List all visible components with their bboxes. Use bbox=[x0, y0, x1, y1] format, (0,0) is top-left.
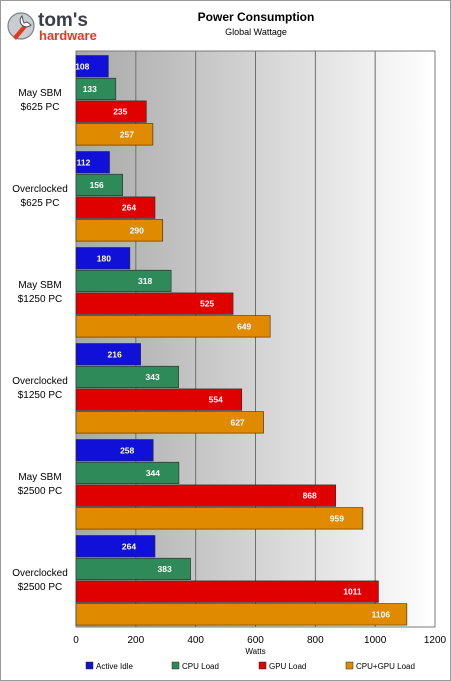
legend-label: GPU Load bbox=[269, 662, 306, 671]
bar-value-label: 180 bbox=[97, 253, 111, 263]
x-tick-label: 800 bbox=[307, 635, 324, 646]
logo-line2: hardware bbox=[39, 28, 97, 43]
x-tick-label: 1000 bbox=[364, 635, 387, 646]
bar-value-label: 258 bbox=[120, 445, 134, 455]
category-label: $2500 PC bbox=[18, 582, 62, 593]
bar bbox=[75, 461, 180, 485]
wrench-icon bbox=[7, 12, 35, 40]
bar-value-label: 959 bbox=[330, 513, 344, 523]
category-label: $625 PC bbox=[21, 198, 60, 209]
bar bbox=[75, 196, 156, 219]
bar bbox=[75, 484, 336, 507]
legend-swatch bbox=[258, 661, 267, 670]
bar bbox=[75, 411, 264, 434]
bar bbox=[75, 123, 154, 146]
category-label: Overclocked bbox=[12, 376, 68, 387]
x-tick-label: 600 bbox=[247, 635, 264, 646]
bar bbox=[75, 100, 147, 123]
bar-value-label: 627 bbox=[230, 417, 244, 427]
bar bbox=[75, 151, 110, 174]
category-label: $625 PC bbox=[21, 102, 60, 113]
category-label: May SBM bbox=[18, 472, 61, 483]
bar-value-label: 1106 bbox=[372, 609, 391, 619]
bar-value-label: 264 bbox=[122, 541, 136, 551]
bar-value-label: 108 bbox=[75, 61, 89, 71]
chart-title: Power Consumption bbox=[197, 10, 315, 24]
bar bbox=[75, 557, 191, 581]
x-tick-label: 1200 bbox=[424, 635, 447, 646]
category-label: Overclocked bbox=[12, 184, 68, 195]
category-label: $1250 PC bbox=[18, 390, 62, 401]
toms-hardware-logo: tom's hardware bbox=[7, 10, 97, 43]
bar bbox=[75, 219, 164, 242]
legend-label: Active Idle bbox=[96, 662, 133, 671]
x-axis-label: Watts bbox=[245, 647, 265, 656]
legend-swatch bbox=[85, 661, 94, 670]
bar bbox=[75, 77, 117, 100]
bar-value-label: 318 bbox=[138, 276, 152, 286]
bar-value-label: 156 bbox=[90, 180, 104, 190]
x-tick-label: 0 bbox=[73, 635, 79, 646]
legend-label: CPU Load bbox=[182, 662, 219, 671]
legend-swatch bbox=[171, 661, 180, 670]
legend-swatch bbox=[345, 661, 354, 670]
category-label: May SBM bbox=[18, 88, 61, 99]
category-label: May SBM bbox=[18, 280, 61, 291]
bar-value-label: 344 bbox=[146, 468, 160, 478]
bar bbox=[75, 365, 179, 389]
chart-subtitle: Global Wattage bbox=[225, 27, 287, 37]
bar-value-label: 868 bbox=[303, 491, 317, 501]
bar bbox=[75, 315, 271, 338]
category-label: Overclocked bbox=[12, 568, 68, 579]
bar bbox=[75, 247, 131, 270]
bar bbox=[75, 173, 123, 196]
logo-line1: tom's bbox=[38, 10, 88, 31]
bar-value-label: 112 bbox=[77, 157, 91, 167]
bar-value-label: 343 bbox=[146, 372, 160, 382]
bar-value-label: 554 bbox=[209, 395, 223, 405]
bar-value-label: 216 bbox=[108, 349, 122, 359]
bar-value-label: 235 bbox=[113, 107, 127, 117]
bar bbox=[75, 292, 234, 315]
bar bbox=[75, 343, 141, 366]
category-label: $2500 PC bbox=[18, 486, 62, 497]
bar-value-label: 525 bbox=[200, 299, 214, 309]
bar-value-label: 1011 bbox=[343, 587, 362, 597]
bar-value-label: 133 bbox=[83, 84, 97, 94]
bar-value-label: 257 bbox=[120, 129, 134, 139]
bar-value-label: 383 bbox=[157, 564, 171, 574]
bar-value-label: 649 bbox=[237, 321, 251, 331]
bar bbox=[75, 439, 154, 462]
plot-border bbox=[75, 50, 436, 628]
bar bbox=[75, 388, 243, 411]
legend-label: CPU+GPU Load bbox=[356, 662, 415, 671]
bar bbox=[75, 507, 364, 530]
bar bbox=[75, 603, 408, 626]
bar bbox=[75, 269, 172, 293]
category-label: $1250 PC bbox=[18, 294, 62, 305]
bar bbox=[75, 55, 109, 78]
bar-value-label: 290 bbox=[130, 225, 144, 235]
bar-value-label: 264 bbox=[122, 203, 136, 213]
bar bbox=[75, 535, 156, 558]
x-tick-label: 400 bbox=[187, 635, 204, 646]
bar bbox=[75, 580, 379, 603]
x-tick-label: 200 bbox=[127, 635, 144, 646]
